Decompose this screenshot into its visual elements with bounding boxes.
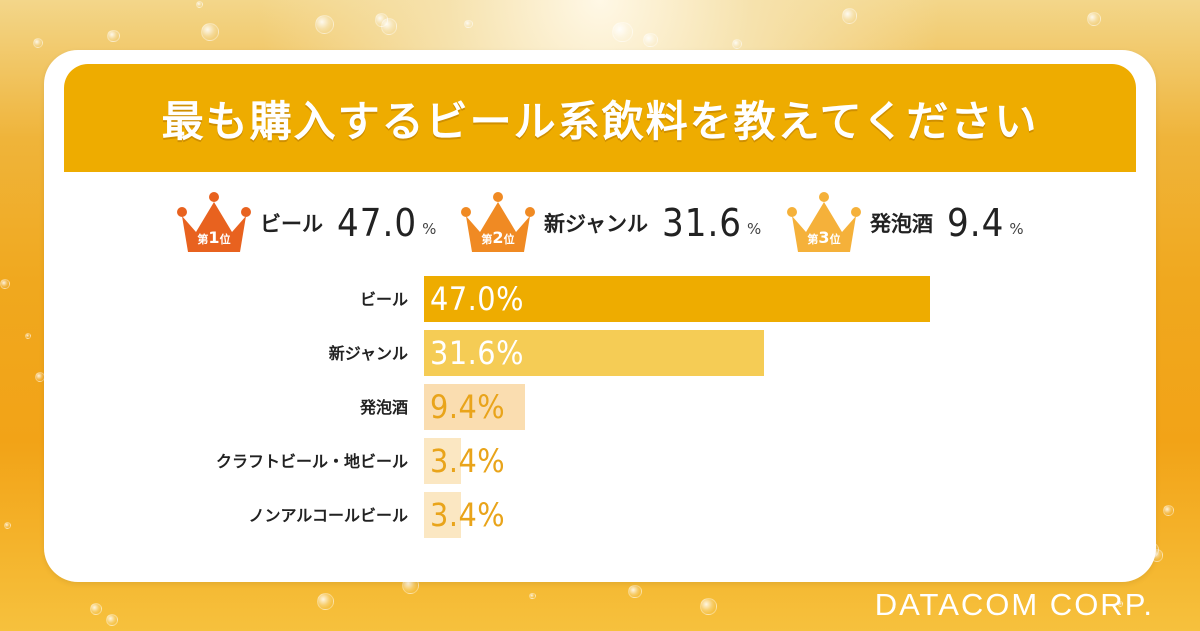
value-label: 9.4% [430,388,506,426]
chart-row: ビール 47.0% [44,276,1156,322]
bubble [32,37,43,48]
bubble [841,8,858,25]
bubble [106,614,119,627]
bubble [1163,504,1174,516]
bubble [1117,601,1124,608]
chart-row: クラフトビール・地ビール 3.4% [44,438,1156,484]
category-label: ノンアルコールビール [248,506,408,525]
bubble [24,333,32,340]
bar [424,276,930,322]
value-label: 3.4% [430,442,506,480]
rank-3: 第3位 発泡酒 9.4 % [784,188,1024,258]
category-label: 発泡酒 [359,398,408,417]
crown-2-shape [461,192,535,252]
category-label: 新ジャンル [328,344,408,363]
category-label: クラフトビール・地ビール [215,452,408,471]
bubble [528,592,536,600]
bubble [317,592,335,610]
rank-name: 新ジャンル [544,212,648,236]
company-logo: DATACOM CORP. [874,587,1154,622]
chart-row: ノンアルコールビール 3.4% [44,492,1156,538]
rank-value: 9.4 [947,201,1005,245]
rank-2: 第2位 新ジャンル 31.6 % [458,188,761,258]
value-label: 3.4% [430,496,506,534]
rank-value: 47.0 [337,201,418,245]
bubble [89,603,102,616]
bar [424,492,461,538]
bubble [732,39,743,49]
chart-row: 新ジャンル 31.6% [44,330,1156,376]
rank-badge: 第3位 [807,228,841,247]
bubble [643,32,658,48]
bar [424,384,526,430]
rank-name: ビール [260,212,323,236]
category-label: ビール [359,290,408,309]
bubble [200,23,219,42]
rank-badge: 第1位 [197,228,231,247]
rank-value: 31.6 [661,201,743,245]
value-label: 47.0% [430,280,524,318]
bubble [314,15,335,35]
chart-row: 発泡酒 9.4% [44,384,1156,430]
bubble [380,17,398,35]
bar-chart: ビール 47.0% 新ジャンル 31.6% 発泡酒 9.4% クラフトビール・地ビール 3.4… [44,276,1156,546]
crown-icon: 第2位 [458,188,538,258]
bubble [612,21,633,43]
bubble [628,584,642,599]
bar [424,438,461,484]
title-bar: 最も購入するビール系飲料を教えてください [64,64,1136,172]
value-label: 31.6% [430,334,524,372]
rank-name: 発泡酒 [870,212,933,236]
bar [424,330,765,376]
rank-1: 第1位 ビール 47.0 % [174,188,436,258]
bubble [0,279,10,289]
page-title: 最も購入するビール系飲料を教えてください [161,96,1039,146]
rank-badge: 第2位 [481,228,515,247]
crown-3-shape [787,192,861,252]
bubble [195,0,204,8]
crown-1-shape [177,192,251,252]
rank-unit: % [1009,220,1024,238]
crown-icon: 第1位 [174,188,254,258]
bubble [1087,11,1102,27]
bubble [107,29,120,42]
rank-unit: % [747,220,762,238]
bubble [464,19,473,29]
crown-icon: 第3位 [784,188,864,258]
bubble [700,598,717,615]
rank-unit: % [422,220,437,238]
survey-card: 最も購入するビール系飲料を教えてください 第1位 ビール 47.0 % [44,50,1156,582]
bubble [3,521,12,530]
